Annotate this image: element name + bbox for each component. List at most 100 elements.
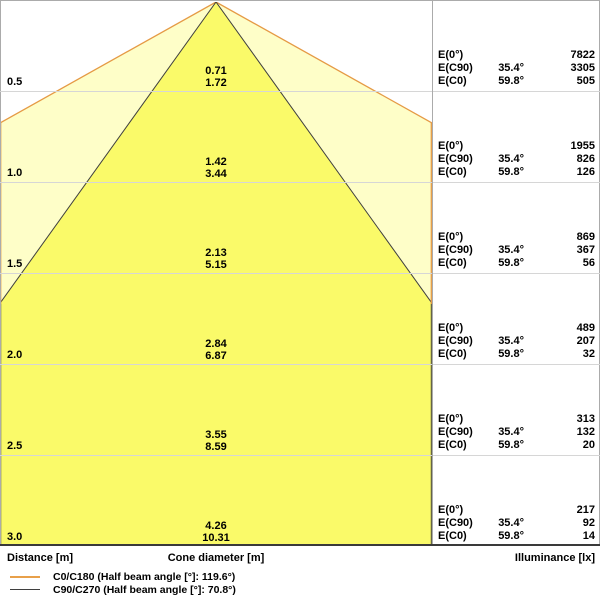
ec90-label: E(C90) [438,517,473,529]
gridline-2.5m [0,455,600,456]
cone-diameter-c90: 2.13 [205,247,227,259]
c90-beam-edge-left [0,2,217,305]
cone-diameter-values: 1.42 3.44 [156,156,276,180]
ec0-label: E(C0) [438,166,467,178]
ec0-value: 126 [576,166,595,178]
illuminance-row: E(0°) 313 E(C90) 35.4° 132 E(C0) 59.8° 20 [432,413,600,452]
legend-label: C90/C270 (Half beam angle [°]: 70.8°) [53,583,236,596]
gridline-1.0m [0,182,600,183]
e0-label: E(0°) [438,322,464,334]
bottom-axis [0,544,600,546]
ec0-angle: 59.8° [498,439,524,451]
ec0-value: 14 [582,530,595,542]
ec90-angle: 35.4° [498,335,524,347]
ec0-value: 20 [582,439,595,451]
c0-beam-edge-left [0,2,217,124]
cone-c90-c270-fill [0,2,432,546]
cone-diameter-values: 2.84 6.87 [156,338,276,362]
ec0-angle: 59.8° [498,257,524,269]
ec0-angle: 59.8° [498,348,524,360]
ec90-angle: 35.4° [498,426,524,438]
illuminance-row: E(0°) 7822 E(C90) 35.4° 3305 E(C0) 59.8° 505 [432,49,600,88]
gridline-0.5m [0,91,600,92]
ec0-value: 56 [582,257,595,269]
e0-value: 489 [576,322,595,334]
ec90-label: E(C90) [438,335,473,347]
cone-diameter-c0: 5.15 [205,259,227,271]
c0-beam-edge-right [215,2,432,124]
e0-label: E(0°) [438,504,464,516]
cone-diameter-c90: 2.84 [205,338,227,350]
illuminance-row: E(0°) 489 E(C90) 35.4° 207 E(C0) 59.8° 32 [432,322,600,361]
distance-label: 0.5 [7,76,23,88]
e0-label: E(0°) [438,140,464,152]
ec0-value: 505 [576,75,595,87]
e0-angle [496,413,524,426]
ec90-angle: 35.4° [498,517,524,529]
cone-diameter-values: 0.71 1.72 [156,65,276,89]
ec90-label: E(C90) [438,244,473,256]
legend-item-c0-c180: C0/C180 (Half beam angle [°]: 119.6°) [10,570,236,583]
distance-label: 2.0 [7,349,23,361]
cone-diameter-values: 3.55 8.59 [156,429,276,453]
e0-angle [496,140,524,153]
e0-label: E(0°) [438,231,464,243]
ec0-angle: 59.8° [498,530,524,542]
e0-label: E(0°) [438,49,464,61]
gridline-2.0m [0,364,600,365]
ec0-label: E(C0) [438,348,467,360]
ec90-value: 132 [576,426,595,438]
cone-diameter-c90: 3.55 [205,429,227,441]
gridline-1.5m [0,273,600,274]
distance-label: 3.0 [7,531,23,543]
legend-item-c90-c270: C90/C270 (Half beam angle [°]: 70.8°) [10,583,236,596]
ec0-value: 32 [582,348,595,360]
distance-label: 1.5 [7,258,23,270]
ec0-angle: 59.8° [498,75,524,87]
ec0-label: E(C0) [438,257,467,269]
ec90-label: E(C90) [438,62,473,74]
ec90-angle: 35.4° [498,62,524,74]
c0-line-swatch-icon [10,575,40,578]
e0-label: E(0°) [438,413,464,425]
legend-label: C0/C180 (Half beam angle [°]: 119.6°) [53,570,236,583]
ec90-value: 207 [576,335,595,347]
ec90-value: 3305 [570,62,595,74]
ec90-value: 92 [582,517,595,529]
legend: C0/C180 (Half beam angle [°]: 119.6°) C9… [10,570,236,596]
cone-diameter-c0: 8.59 [205,441,227,453]
ec90-angle: 35.4° [498,153,524,165]
cone-diameter-values: 2.13 5.15 [156,247,276,271]
axis-title-cone-diameter: Cone diameter [m] [167,552,265,564]
e0-value: 217 [576,504,595,516]
cone-diameter-c90: 0.71 [205,65,227,77]
illuminance-row: E(0°) 869 E(C90) 35.4° 367 E(C0) 59.8° 56 [432,231,600,270]
cone-diameter-c90: 1.42 [205,156,227,168]
illuminance-row: E(0°) 217 E(C90) 35.4° 92 E(C0) 59.8° 14 [432,504,600,543]
c90-beam-edge-right [215,2,432,305]
cone-diameter-c0: 1.72 [205,77,227,89]
e0-value: 313 [576,413,595,425]
x-axis-title-distance: Distance [m] [7,552,74,564]
e0-angle [496,49,524,62]
ec0-label: E(C0) [438,75,467,87]
ec0-angle: 59.8° [498,166,524,178]
cone-diameter-c90: 4.26 [205,520,227,532]
ec90-value: 826 [576,153,595,165]
cone-diameter-values: 4.26 10.31 [156,520,276,544]
e0-angle [496,322,524,335]
distance-label: 1.0 [7,167,23,179]
cone-diameter-c0: 10.31 [202,532,230,544]
distance-label: 2.5 [7,440,23,452]
ec90-label: E(C90) [438,153,473,165]
e0-angle [496,231,524,244]
e0-value: 1955 [570,140,595,152]
e0-value: 7822 [570,49,595,61]
cone-diameter-c0: 6.87 [205,350,227,362]
ec0-label: E(C0) [438,439,467,451]
e0-angle [496,504,524,517]
cone-diameter-c0: 3.44 [205,168,227,180]
e0-value: 869 [576,231,595,243]
table-divider [432,1,433,545]
